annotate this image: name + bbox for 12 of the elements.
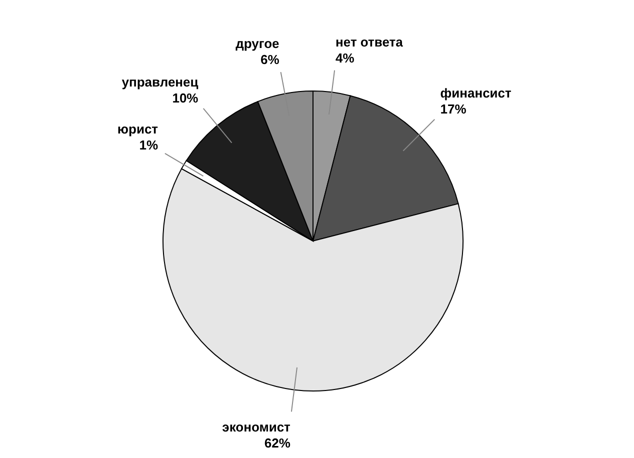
slice-label: экономист <box>222 420 290 435</box>
slice-label: юрист <box>117 121 158 136</box>
data-label: 4% <box>336 50 355 66</box>
data-label: 17% <box>440 102 467 117</box>
slice-label: другое <box>236 36 280 52</box>
slice-label: нет ответа <box>336 34 404 50</box>
slice-label: управленец <box>122 74 198 90</box>
data-label: 10% <box>172 90 199 106</box>
data-label: 1% <box>139 137 158 152</box>
data-label: 62% <box>264 436 291 451</box>
data-label: 6% <box>260 52 280 68</box>
slice-label: финансист <box>440 86 512 101</box>
